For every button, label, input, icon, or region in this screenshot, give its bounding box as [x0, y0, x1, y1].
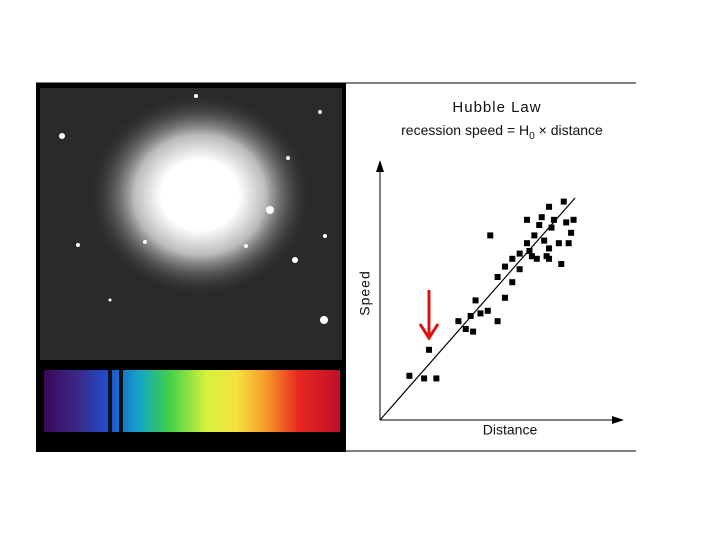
trend-line — [379, 197, 576, 421]
data-point — [470, 328, 477, 335]
data-point — [555, 240, 562, 247]
absorption-line — [108, 370, 112, 432]
data-point — [541, 237, 548, 244]
data-point — [501, 263, 508, 270]
y-axis-label: Speed — [357, 270, 373, 315]
data-point — [462, 326, 469, 332]
data-point — [433, 375, 440, 382]
subtitle-part: recession speed = H — [401, 122, 529, 138]
absorption-line — [119, 370, 123, 432]
data-point — [406, 372, 413, 379]
data-point — [536, 222, 543, 228]
x-axis-label: Distance — [483, 422, 538, 438]
y-arrowhead — [376, 160, 384, 172]
data-point — [516, 250, 523, 257]
data-point — [421, 375, 428, 382]
data-point — [570, 216, 577, 223]
data-point — [528, 253, 535, 260]
data-point — [538, 214, 545, 221]
data-point — [565, 240, 572, 247]
galaxy — [90, 95, 310, 295]
data-point — [484, 307, 491, 314]
chart-title: Hubble Law — [452, 99, 541, 116]
data-point — [568, 229, 575, 236]
data-point — [531, 232, 538, 239]
data-point — [548, 224, 555, 231]
data-point — [455, 318, 462, 325]
data-point — [487, 232, 494, 239]
data-point — [546, 245, 553, 252]
data-point — [494, 274, 501, 280]
arrow-marker — [418, 290, 440, 341]
data-point — [467, 313, 474, 319]
stars — [59, 94, 328, 324]
data-point — [501, 294, 508, 301]
data-point — [546, 203, 553, 210]
data-point — [509, 255, 516, 262]
data-point — [472, 297, 479, 304]
subtitle-subscript: 0 — [529, 131, 535, 142]
data-point — [550, 216, 557, 223]
data-point — [477, 310, 484, 317]
data-point — [524, 216, 530, 223]
data-point — [533, 255, 540, 262]
data-point — [546, 255, 553, 262]
data-point — [526, 248, 533, 254]
data-point — [494, 318, 501, 325]
data-point — [563, 219, 570, 226]
spectrum — [44, 370, 340, 432]
x-arrowhead — [612, 416, 624, 424]
data-point — [558, 261, 565, 267]
subtitle-part: × distance — [535, 122, 603, 138]
data-point — [516, 266, 523, 273]
data-point — [509, 279, 516, 286]
data-point — [524, 240, 530, 247]
data-point — [560, 198, 567, 205]
data-point — [426, 346, 432, 353]
chart-subtitle: recession speed = H0 × distance — [401, 122, 603, 142]
